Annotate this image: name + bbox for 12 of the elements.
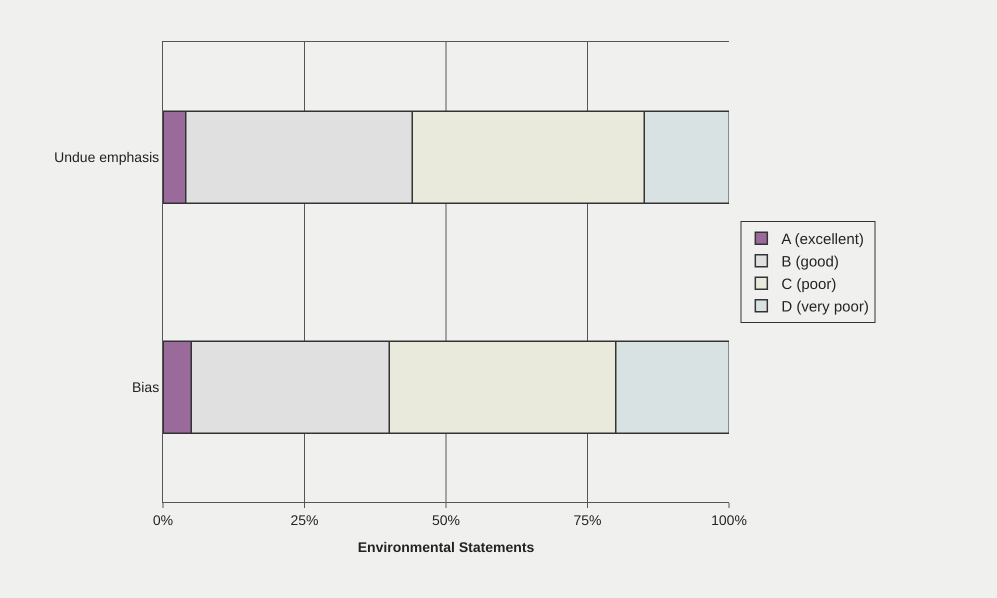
x-axis-title: Environmental Statements [358,539,535,556]
x-tick-label: 25% [290,512,319,528]
y-tick-label: Undue emphasis [54,148,160,165]
y-tick-label: Bias [132,378,160,395]
x-tick-label: 0% [152,512,174,528]
x-tick-label: 50% [432,512,460,528]
legend-label: C (poor) [781,276,836,294]
x-tick-label: 75% [573,512,602,528]
legend-label: B (good) [781,254,839,271]
x-tick-label: 100% [711,512,747,528]
legend-label: A (excellent) [781,231,864,248]
legend-label: D (very poor) [781,298,869,316]
